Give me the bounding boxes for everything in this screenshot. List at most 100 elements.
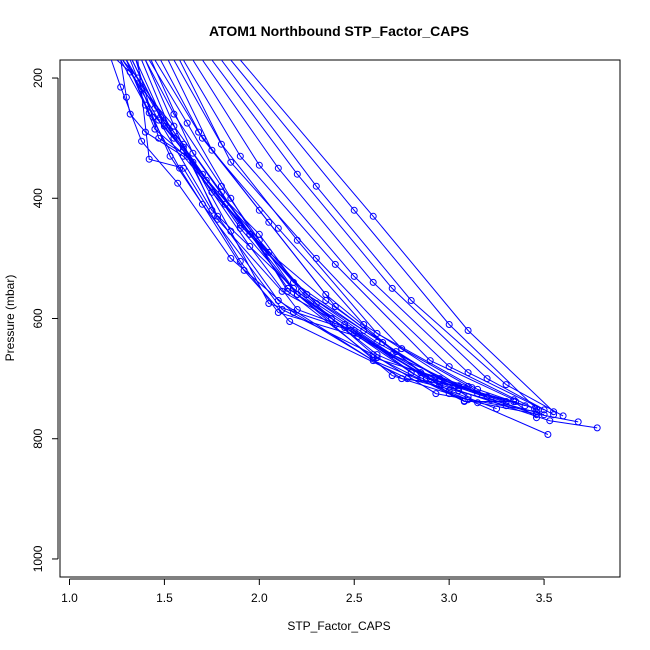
series-line (137, 60, 497, 410)
data-point (274, 309, 282, 316)
y-tick-label: 1000 (31, 545, 45, 572)
data-point (407, 297, 415, 304)
x-tick-label: 3.5 (536, 591, 553, 605)
data-point (255, 161, 263, 169)
data-point (170, 134, 178, 142)
data-point (246, 242, 254, 250)
series-line (116, 60, 598, 429)
x-axis-label: STP_Factor_CAPS (287, 619, 390, 633)
data-point (550, 408, 558, 416)
y-axis: 200 400 600 800 1000 (31, 68, 59, 572)
x-tick-label: 1.0 (61, 591, 78, 605)
series-line (239, 60, 554, 413)
data-point (432, 390, 440, 398)
data-point (426, 375, 434, 383)
data-point (540, 406, 548, 414)
data-point (322, 297, 330, 304)
series-line (160, 60, 526, 407)
data-point (126, 110, 134, 118)
series-line (122, 60, 579, 423)
data-point (179, 164, 187, 172)
x-tick-label: 1.5 (156, 591, 173, 605)
data-point (464, 327, 472, 334)
series-line (135, 60, 469, 398)
data-point (195, 128, 203, 136)
plot-frame (59, 59, 621, 578)
data-point (227, 254, 235, 262)
series-line (150, 60, 478, 395)
y-tick-label: 400 (31, 188, 45, 208)
series-line (125, 60, 507, 407)
series-line (211, 60, 554, 416)
data-point (593, 424, 601, 432)
data-point (369, 212, 377, 220)
data-point (303, 291, 311, 298)
data-point (189, 149, 197, 157)
data-point (236, 257, 244, 265)
data-point (117, 83, 125, 91)
x-axis: 1.0 1.5 2.0 2.5 3.0 3.5 (61, 578, 553, 605)
x-tick-label: 2.5 (346, 591, 363, 605)
data-point (407, 369, 415, 377)
data-point (145, 155, 153, 163)
data-point (255, 206, 263, 214)
data-point (460, 397, 468, 405)
data-point (417, 375, 425, 383)
data-point (179, 143, 187, 151)
data-point (227, 194, 235, 202)
data-point (141, 128, 149, 136)
data-point (474, 390, 482, 398)
data-point (138, 137, 146, 145)
series-group (110, 60, 601, 438)
y-tick-label: 600 (31, 308, 45, 328)
series-line (131, 60, 516, 402)
series-line (120, 60, 336, 325)
data-point (286, 318, 294, 325)
data-point (208, 146, 216, 154)
data-point (122, 93, 130, 101)
data-point (464, 393, 472, 401)
data-point (198, 134, 206, 142)
data-point (217, 140, 225, 148)
data-point (274, 224, 282, 232)
data-point (183, 119, 191, 127)
data-point (331, 303, 339, 310)
data-point (312, 182, 320, 190)
series-line (221, 60, 564, 417)
data-point (208, 188, 216, 196)
series-line (182, 60, 514, 401)
x-tick-label: 2.0 (251, 591, 268, 605)
data-point (464, 369, 472, 377)
data-point (179, 152, 187, 160)
data-point (369, 278, 377, 286)
data-point (328, 315, 335, 322)
data-point (493, 405, 501, 413)
data-point (274, 164, 282, 172)
data-point (350, 206, 358, 214)
data-point (312, 300, 320, 307)
data-point (331, 260, 339, 268)
y-tick-label: 800 (31, 428, 45, 448)
data-point (533, 411, 540, 419)
series-line (144, 60, 488, 398)
series-line (167, 60, 459, 387)
data-point (214, 215, 222, 223)
data-point (246, 230, 254, 238)
series-line (125, 60, 465, 402)
data-point (293, 170, 301, 178)
data-point (278, 287, 286, 295)
data-point (445, 363, 453, 371)
y-axis-label: Pressure (mbar) (3, 275, 17, 362)
data-point (174, 179, 182, 187)
data-point (170, 122, 178, 130)
series-line (201, 60, 545, 411)
y-tick-label: 200 (31, 68, 45, 88)
series-line (141, 60, 507, 402)
data-point (426, 357, 434, 365)
data-point (540, 411, 548, 419)
data-point (312, 254, 320, 262)
data-point (398, 375, 406, 383)
data-point (546, 417, 554, 425)
series-layer (110, 60, 601, 438)
